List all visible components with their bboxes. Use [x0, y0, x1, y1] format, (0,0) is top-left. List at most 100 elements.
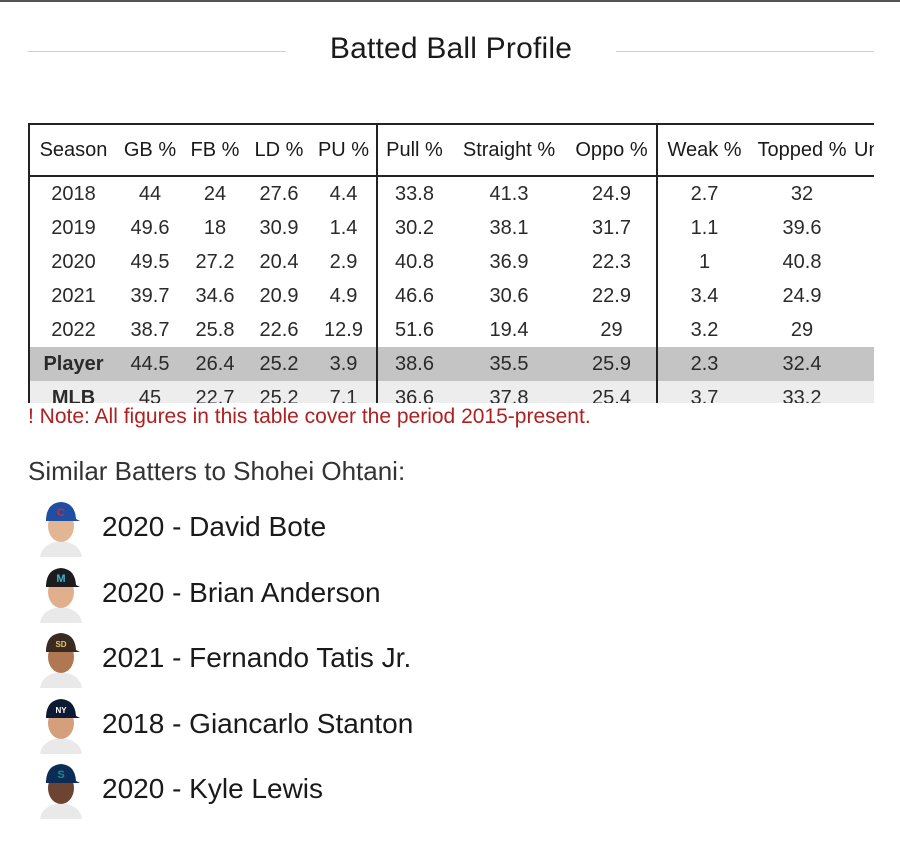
table-row: 2022 38.7 25.8 22.6 12.9 51.6 19.4 29 3.2 29 [28, 313, 874, 347]
col-header-weak-pct[interactable]: Weak % [657, 123, 751, 177]
table-cell: 2.9 [311, 245, 378, 279]
table-cell [853, 347, 874, 381]
table-cell: 32 [790, 182, 814, 205]
table-cell: 29 [567, 313, 658, 347]
similar-batter-item[interactable]: M 2020 - Brian Anderson [34, 563, 634, 625]
col-header-ld-pct[interactable]: LD % [247, 123, 311, 177]
player-headshot-icon: S [40, 764, 82, 819]
cap-logo-mark: NY [55, 706, 67, 715]
table-cell: 22.9 [567, 279, 658, 313]
table-cell: 22.7 [183, 381, 247, 403]
col-header-under-pct[interactable]: Under % [853, 123, 874, 177]
batted-ball-table: Season GB % FB % LD % PU % Pull % Straig… [28, 123, 874, 403]
table-cell: 30.9 [259, 216, 299, 239]
table-cell: 40.8 [395, 250, 434, 273]
cap-logo-mark: SD [55, 640, 66, 649]
section-title: Batted Ball Profile [329, 32, 573, 65]
similar-batter-label[interactable]: 2020 - Kyle Lewis [102, 773, 324, 804]
table-cell: 49.5 [130, 250, 170, 273]
table-cell: 2.7 [690, 182, 719, 205]
table-cell: 20.4 [259, 250, 299, 273]
col-header-gb-pct[interactable]: GB % [117, 123, 183, 177]
table-cell: 1.1 [690, 216, 719, 239]
similar-batter-item[interactable]: S 2020 - Kyle Lewis [34, 759, 634, 821]
similar-batters-title: Similar Batters to Shohei Ohtani: [28, 456, 406, 486]
row-label-cell: MLB [28, 381, 117, 403]
table-row: MLB 45 22.7 25.2 7.1 36.6 37.8 25.4 3.7 33.2 [28, 381, 874, 403]
table-cell: 46.6 [395, 284, 434, 307]
table-cell: 18 [203, 216, 227, 239]
col-header-fb-pct[interactable]: FB % [183, 123, 247, 177]
player-headshot-icon: M [40, 568, 82, 623]
table-note: ! Note: All figures in this table cover … [28, 405, 591, 428]
col-header-straight-pct[interactable]: Straight % [451, 123, 567, 177]
table-cell: 26.4 [183, 347, 247, 381]
similar-batter-item[interactable]: SD 2021 - Fernando Tatis Jr. [34, 628, 634, 690]
similar-batter-label[interactable]: 2020 - David Bote [102, 511, 327, 542]
table-header-row: Season GB % FB % LD % PU % Pull % Straig… [28, 123, 874, 177]
similar-batter-label[interactable]: 2020 - Brian Anderson [102, 577, 381, 608]
similar-batter-label[interactable]: 2021 - Fernando Tatis Jr. [102, 642, 412, 673]
table-cell: 1.4 [311, 211, 378, 245]
table-cell: 4.4 [311, 176, 378, 211]
table-cell: 29 [790, 318, 814, 341]
table-cell: 22.6 [259, 318, 299, 341]
player-headshot-icon: C [40, 502, 82, 557]
header-rule-left [28, 51, 286, 52]
batted-ball-table-container[interactable]: Season GB % FB % LD % PU % Pull % Straig… [28, 123, 874, 403]
player-headshot-icon: NY [40, 699, 82, 754]
table-cell [853, 211, 874, 245]
table-cell: 37.8 [451, 381, 567, 403]
table-row: 2018 44 24 27.6 4.4 33.8 41.3 24.9 2.7 32 [28, 176, 874, 211]
table-cell: 35.5 [451, 347, 567, 381]
table-cell: 30.6 [489, 284, 529, 307]
table-cell: 36.6 [377, 381, 451, 403]
table-cell: 24.9 [567, 176, 658, 211]
table-cell [853, 313, 874, 347]
col-header-season[interactable]: Season [28, 123, 117, 177]
row-label-cell: 2019 [28, 211, 117, 245]
table-cell: 25.2 [247, 347, 311, 381]
table-cell: 51.6 [395, 318, 434, 341]
table-cell: 2.3 [657, 347, 751, 381]
table-cell: 40.8 [782, 250, 822, 273]
table-cell: 24.9 [782, 284, 822, 307]
table-cell [853, 381, 874, 403]
similar-batter-label[interactable]: 2018 - Giancarlo Stanton [102, 708, 414, 739]
table-cell: 33.8 [395, 182, 434, 205]
table-cell: 38.1 [489, 216, 529, 239]
col-header-topped-pct[interactable]: Topped % [751, 123, 853, 177]
player-headshot-icon: SD [40, 633, 82, 688]
table-cell: 20.9 [259, 284, 299, 307]
table-cell: 25.8 [195, 318, 235, 341]
table-cell: 27.2 [195, 250, 235, 273]
row-label-cell: 2021 [28, 279, 117, 313]
similar-batter-item[interactable]: C 2020 - David Bote [34, 497, 634, 559]
table-row: 2019 49.6 18 30.9 1.4 30.2 38.1 31.7 1.1 39.6 [28, 211, 874, 245]
col-header-pull-pct[interactable]: Pull % [377, 123, 451, 177]
table-cell: 44 [138, 182, 162, 205]
table-cell: 45 [117, 381, 183, 403]
header-rule-right [616, 51, 874, 52]
table-cell: 34.6 [195, 284, 235, 307]
cap-logo-mark: C [57, 507, 65, 519]
col-header-oppo-pct[interactable]: Oppo % [567, 123, 658, 177]
table-row: 2020 49.5 27.2 20.4 2.9 40.8 36.9 22.3 1 40.8 [28, 245, 874, 279]
table-cell: 3.2 [690, 318, 719, 341]
table-cell [853, 245, 874, 279]
table-cell: 33.2 [751, 381, 853, 403]
table-cell: 24 [203, 182, 227, 205]
table-cell: 1 [698, 250, 711, 273]
similar-batter-item[interactable]: NY 2018 - Giancarlo Stanton [34, 694, 634, 756]
table-cell: 39.7 [130, 284, 170, 307]
table-cell: 25.9 [567, 347, 658, 381]
table-cell: 49.6 [130, 216, 170, 239]
table-cell: 39.6 [782, 216, 822, 239]
table-cell: 19.4 [489, 318, 529, 341]
table-cell: 3.7 [657, 381, 751, 403]
table-cell: 3.9 [311, 347, 378, 381]
table-cell: 3.4 [690, 284, 719, 307]
table-cell: 31.7 [567, 211, 658, 245]
table-row: 2021 39.7 34.6 20.9 4.9 46.6 30.6 22.9 3.4 24.9 [28, 279, 874, 313]
col-header-pu-pct[interactable]: PU % [311, 123, 378, 177]
